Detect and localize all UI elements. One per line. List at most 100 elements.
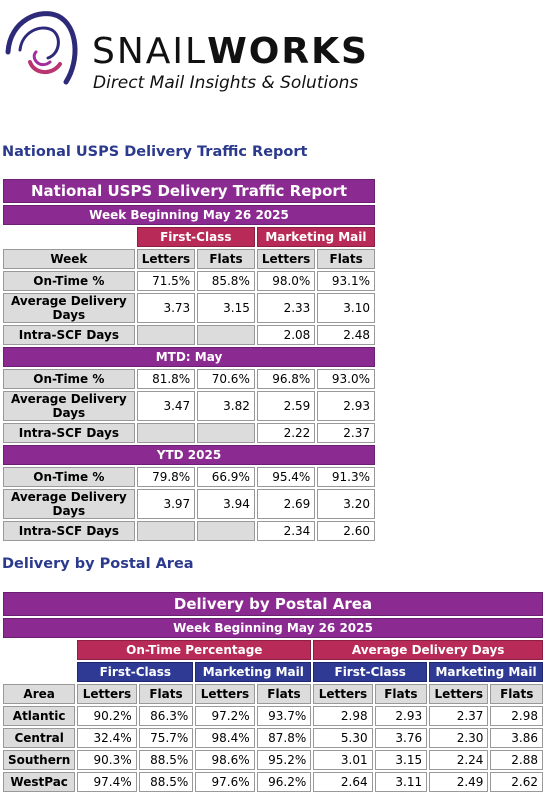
class-header-marketing-mail: Marketing Mail	[429, 662, 543, 682]
brand-tagline: Direct Mail Insights & Solutions	[93, 73, 359, 93]
empty-cell	[136, 325, 196, 345]
value-cell: 2.08	[256, 325, 316, 345]
brand-logo: SNAILWORKS Direct Mail Insights & Soluti…	[0, 0, 551, 110]
value-cell: 2.22	[256, 423, 316, 443]
value-cell: 32.4%	[77, 728, 137, 748]
value-cell: 79.8%	[136, 467, 196, 487]
col-header-flats: Flats	[317, 249, 375, 269]
col-header-flats: Flats	[256, 684, 312, 704]
group-header-avg-days: Average Delivery Days	[313, 640, 543, 660]
col-header-area: Area	[3, 684, 76, 704]
value-cell: 2.98	[313, 706, 373, 726]
empty-cell	[136, 423, 196, 443]
area-label: Central	[3, 728, 76, 748]
value-cell: 95.4%	[256, 467, 316, 487]
value-cell: 70.6%	[197, 369, 255, 389]
row-label: Average Delivery Days	[3, 391, 135, 421]
ytd-rows: On-Time % 79.8% 66.9% 95.4% 91.3% Average Del…	[3, 467, 375, 541]
col-header-letters: Letters	[77, 684, 137, 704]
value-cell: 2.93	[374, 706, 428, 726]
value-cell: 3.10	[317, 293, 375, 323]
row-label: On-Time %	[3, 467, 135, 487]
mtd-label: MTD: May	[3, 347, 375, 367]
value-cell: 87.8%	[256, 728, 312, 748]
area-label: WestPac	[3, 772, 76, 792]
area-label: Atlantic	[3, 706, 76, 726]
row-label: On-Time %	[3, 271, 135, 291]
value-cell: 2.34	[256, 521, 316, 541]
national-report-table: National USPS Delivery Traffic Report We…	[1, 177, 377, 543]
value-cell: 93.7%	[256, 706, 312, 726]
empty-cell	[197, 521, 255, 541]
value-cell: 98.4%	[195, 728, 255, 748]
value-cell: 90.3%	[77, 750, 137, 770]
value-cell: 86.3%	[138, 706, 194, 726]
value-cell: 75.7%	[138, 728, 194, 748]
mtd-rows: On-Time % 81.8% 70.6% 96.8% 93.0% Average Del…	[3, 369, 375, 443]
postal-week-label: Week Beginning May 26 2025	[3, 618, 543, 638]
row-label: Average Delivery Days	[3, 293, 135, 323]
value-cell: 93.1%	[317, 271, 375, 291]
value-cell: 2.24	[429, 750, 489, 770]
value-cell: 97.6%	[195, 772, 255, 792]
value-cell: 3.97	[136, 489, 196, 519]
table-row: Intra-SCF Days 2.08 2.48	[3, 325, 375, 345]
col-header-flats: Flats	[374, 684, 428, 704]
value-cell: 3.47	[136, 391, 196, 421]
value-cell: 66.9%	[197, 467, 255, 487]
value-cell: 3.76	[374, 728, 428, 748]
table-row: Atlantic 90.2% 86.3% 97.2% 93.7% 2.98 2.93 2.37…	[3, 706, 543, 726]
group-header-on-time: On-Time Percentage	[77, 640, 312, 660]
table-row: On-Time % 79.8% 66.9% 95.4% 91.3%	[3, 467, 375, 487]
table-row: On-Time % 81.8% 70.6% 96.8% 93.0%	[3, 369, 375, 389]
table-row: Intra-SCF Days 2.22 2.37	[3, 423, 375, 443]
class-header-first-class: First-Class	[77, 662, 194, 682]
class-header-marketing-mail: Marketing Mail	[195, 662, 312, 682]
national-title: National USPS Delivery Traffic Report	[3, 179, 375, 203]
value-cell: 2.60	[317, 521, 375, 541]
value-cell: 95.2%	[256, 750, 312, 770]
table-row: Southern 90.3% 88.5% 98.6% 95.2% 3.01 3.15 2.24…	[3, 750, 543, 770]
value-cell: 2.49	[429, 772, 489, 792]
row-label: Intra-SCF Days	[3, 325, 135, 345]
value-cell: 97.2%	[195, 706, 255, 726]
value-cell: 85.8%	[197, 271, 255, 291]
table-row: Average Delivery Days 3.97 3.94 2.69 3.20	[3, 489, 375, 519]
national-week-label: Week Beginning May 26 2025	[3, 205, 375, 225]
postal-title: Delivery by Postal Area	[3, 592, 543, 616]
ytd-label: YTD 2025	[3, 445, 375, 465]
col-header-letters: Letters	[429, 684, 489, 704]
value-cell: 98.6%	[195, 750, 255, 770]
table-row: Central 32.4% 75.7% 98.4% 87.8% 5.30 3.76 2.30 3…	[3, 728, 543, 748]
area-label: Southern	[3, 750, 76, 770]
row-label: Intra-SCF Days	[3, 423, 135, 443]
postal-rows: Atlantic 90.2% 86.3% 97.2% 93.7% 2.98 2.93 2.37…	[3, 706, 543, 792]
value-cell: 88.5%	[138, 750, 194, 770]
table-row: WestPac 97.4% 88.5% 97.6% 96.2% 2.64 3.11 2.49 2…	[3, 772, 543, 792]
value-cell: 3.94	[197, 489, 255, 519]
postal-col-header-row: Area Letters Flats Letters Flats Letters…	[3, 684, 543, 704]
value-cell: 3.11	[374, 772, 428, 792]
table-row: Average Delivery Days 3.47 3.82 2.59 2.93	[3, 391, 375, 421]
value-cell: 88.5%	[138, 772, 194, 792]
postal-area-table: Delivery by Postal Area Week Beginning M…	[1, 590, 545, 794]
national-section-heading: National USPS Delivery Traffic Report	[2, 144, 308, 160]
value-cell: 2.64	[313, 772, 373, 792]
value-cell: 90.2%	[77, 706, 137, 726]
brand-name: SNAILWORKS	[92, 31, 369, 72]
value-cell: 3.15	[197, 293, 255, 323]
value-cell: 96.8%	[256, 369, 316, 389]
col-header-letters: Letters	[313, 684, 373, 704]
col-header-letters: Letters	[195, 684, 255, 704]
value-cell: 2.69	[256, 489, 316, 519]
value-cell: 81.8%	[136, 369, 196, 389]
value-cell: 2.33	[256, 293, 316, 323]
snail-swirl-icon	[5, 11, 78, 85]
value-cell: 3.86	[490, 728, 543, 748]
value-cell: 98.0%	[256, 271, 316, 291]
value-cell: 97.4%	[77, 772, 137, 792]
value-cell: 3.82	[197, 391, 255, 421]
value-cell: 91.3%	[317, 467, 375, 487]
value-cell: 96.2%	[256, 772, 312, 792]
value-cell: 71.5%	[136, 271, 196, 291]
